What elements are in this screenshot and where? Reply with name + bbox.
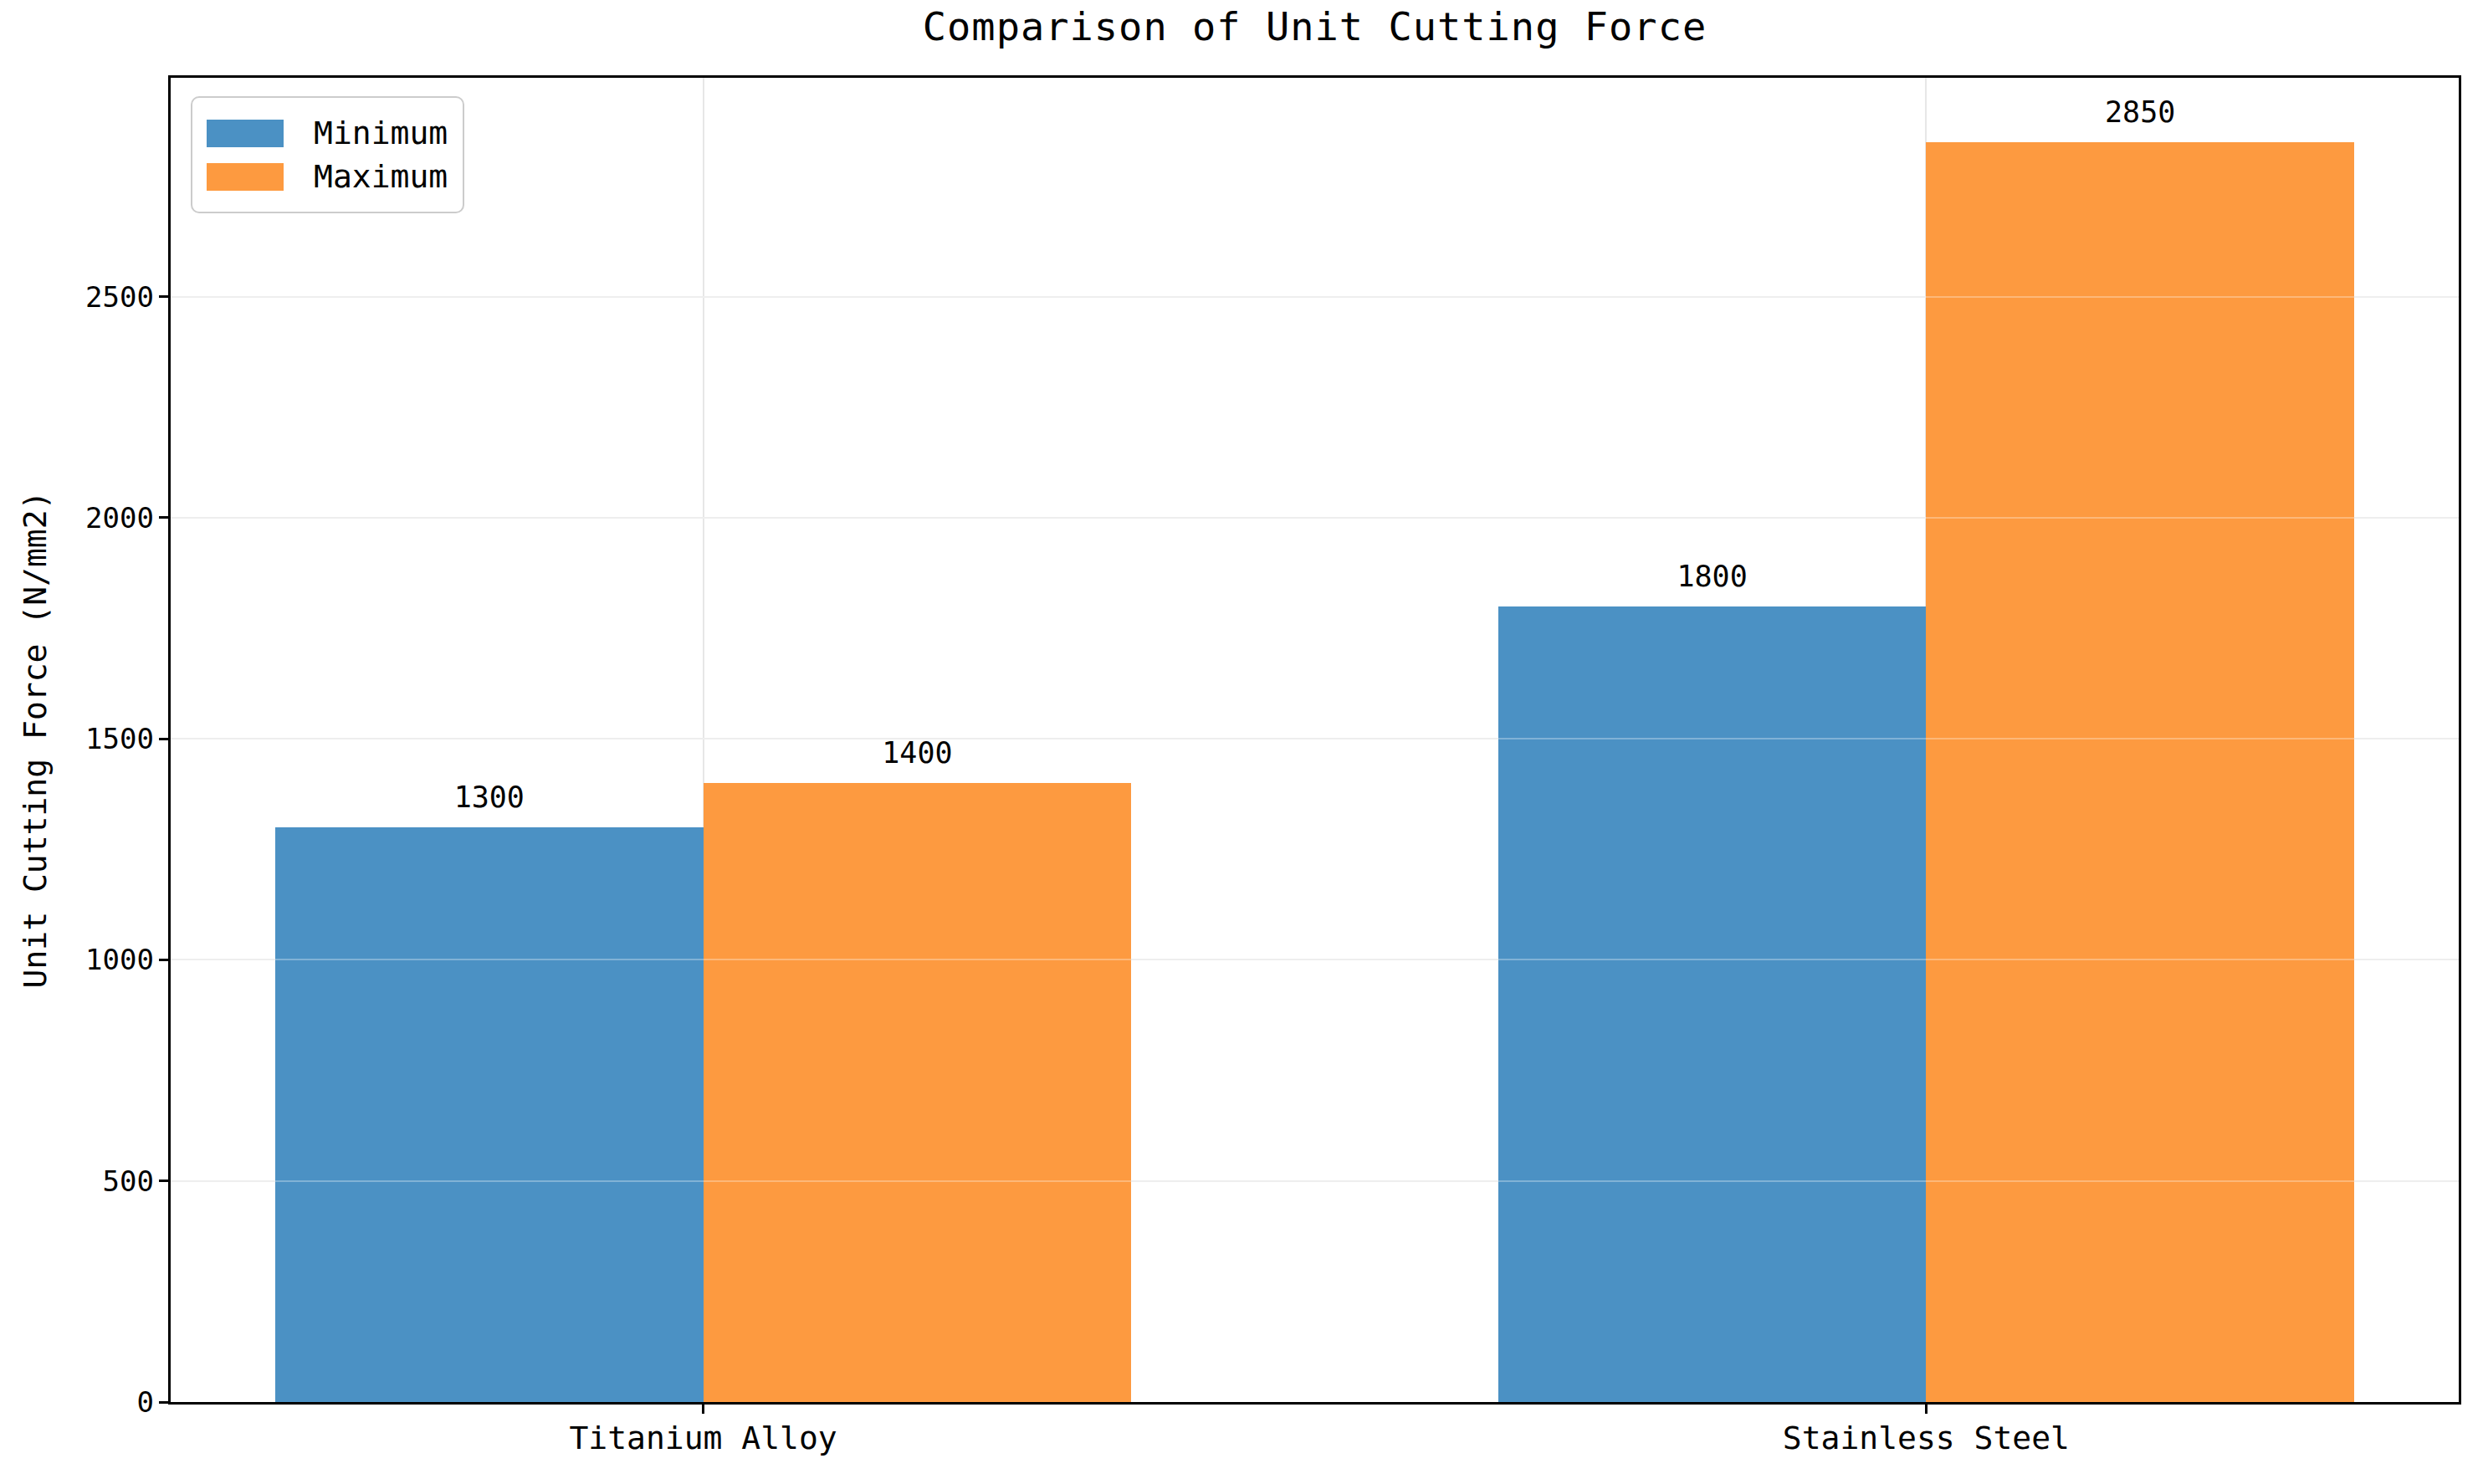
legend-label-minimum: Minimum <box>314 115 448 151</box>
bar-minimum-0 <box>275 827 704 1402</box>
x-axis-tick <box>702 1405 704 1414</box>
bar-minimum-1 <box>1498 606 1927 1402</box>
legend-swatch-minimum <box>207 120 284 147</box>
legend: Minimum Maximum <box>191 96 464 213</box>
y-axis-tick <box>159 959 171 961</box>
bar-value-label: 1300 <box>275 780 704 814</box>
legend-item-maximum: Maximum <box>207 155 463 198</box>
y-axis-tick-label: 1500 <box>0 719 154 759</box>
y-axis-tick-label: 2500 <box>0 277 154 317</box>
legend-label-maximum: Maximum <box>314 158 448 195</box>
y-axis-tick <box>159 738 171 740</box>
bar-value-label: 1800 <box>1498 560 1927 593</box>
y-axis-tick-label: 0 <box>0 1382 154 1422</box>
gridline-overlay <box>171 738 2459 739</box>
bar-value-label: 2850 <box>1926 95 2354 129</box>
y-axis-tick-label: 500 <box>0 1161 154 1201</box>
y-axis-tick <box>159 516 171 519</box>
x-category-label-titanium-alloy: Titanium Alloy <box>369 1420 1038 1456</box>
x-axis-tick <box>1925 1405 1928 1414</box>
gridline-overlay <box>171 959 2459 960</box>
bar-maximum-1 <box>1926 142 2354 1402</box>
y-axis-tick <box>159 295 171 298</box>
y-axis-tick-label: 2000 <box>0 498 154 538</box>
plot-area: 1300 1800 1400 2850 <box>171 78 2459 1402</box>
bar-chart: Comparison of Unit Cutting Force Unit Cu… <box>0 0 2483 1484</box>
y-axis-tick-label: 1000 <box>0 939 154 980</box>
y-axis-tick <box>159 1180 171 1182</box>
gridline-overlay <box>171 296 2459 298</box>
x-category-label-stainless-steel: Stainless Steel <box>1591 1420 2260 1456</box>
bar-maximum-0 <box>704 783 1132 1402</box>
bar-value-label: 1400 <box>704 736 1132 770</box>
legend-swatch-maximum <box>207 163 284 191</box>
legend-item-minimum: Minimum <box>207 111 463 155</box>
y-axis-tick <box>159 1401 171 1404</box>
gridline-overlay <box>171 1180 2459 1182</box>
gridline-overlay <box>171 517 2459 519</box>
chart-title: Comparison of Unit Cutting Force <box>171 3 2459 49</box>
